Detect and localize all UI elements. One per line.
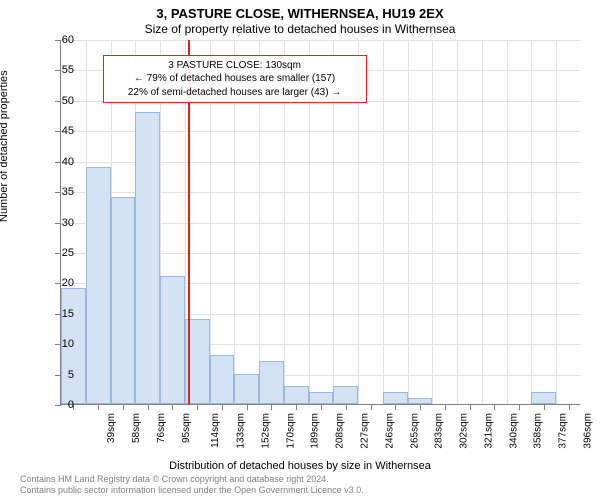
x-axis-label: Distribution of detached houses by size … <box>0 460 600 472</box>
histogram-bar <box>135 112 160 404</box>
x-tick-label: 76sqm <box>156 413 167 443</box>
x-tick <box>197 404 198 410</box>
chart-title-sub: Size of property relative to detached ho… <box>0 22 600 36</box>
y-tick-label: 35 <box>44 186 74 198</box>
y-tick-label: 25 <box>44 247 74 259</box>
x-tick-label: 302sqm <box>459 413 470 449</box>
x-tick-label: 246sqm <box>384 413 395 449</box>
x-tick-label: 114sqm <box>210 413 221 448</box>
x-tick-label: 189sqm <box>310 413 321 449</box>
x-tick-label: 358sqm <box>533 413 544 449</box>
info-box-line: 3 PASTURE CLOSE: 130sqm <box>110 59 360 73</box>
info-box-line: ← 79% of detached houses are smaller (15… <box>110 72 360 86</box>
y-tick-label: 60 <box>44 34 74 46</box>
gridline-v <box>408 40 409 404</box>
histogram-bar <box>309 392 334 404</box>
x-tick-label: 340sqm <box>508 413 519 449</box>
x-tick <box>420 404 421 410</box>
chart-title-main: 3, PASTURE CLOSE, WITHERNSEA, HU19 2EX <box>0 6 600 21</box>
info-box: 3 PASTURE CLOSE: 130sqm← 79% of detached… <box>103 55 367 104</box>
x-tick <box>470 404 471 410</box>
x-tick-label: 39sqm <box>106 413 117 443</box>
x-tick-label: 170sqm <box>285 413 296 449</box>
y-tick-label: 30 <box>44 217 74 229</box>
info-box-line: 22% of semi-detached houses are larger (… <box>110 86 360 100</box>
gridline-v <box>556 40 557 404</box>
x-tick <box>172 404 173 410</box>
histogram-bar <box>333 386 358 404</box>
x-tick <box>247 404 248 410</box>
y-tick-label: 15 <box>44 308 74 320</box>
histogram-bar <box>408 398 433 404</box>
gridline-h <box>61 40 580 41</box>
histogram-bar <box>284 386 309 404</box>
gridline-v <box>507 40 508 404</box>
x-tick <box>271 404 272 410</box>
histogram-bar <box>210 355 235 404</box>
histogram-bar <box>234 374 259 404</box>
gridline-v <box>457 40 458 404</box>
x-tick-label: 133sqm <box>236 413 247 449</box>
footer-line-1: Contains HM Land Registry data © Crown c… <box>20 474 364 485</box>
x-tick <box>569 404 570 410</box>
x-tick <box>445 404 446 410</box>
gridline-v <box>531 40 532 404</box>
x-tick-label: 321sqm <box>483 413 494 449</box>
x-tick-label: 396sqm <box>582 413 593 449</box>
x-tick <box>494 404 495 410</box>
y-tick-label: 45 <box>44 125 74 137</box>
x-tick <box>123 404 124 410</box>
x-tick <box>222 404 223 410</box>
x-tick <box>395 404 396 410</box>
gridline-v <box>482 40 483 404</box>
histogram-bar <box>383 392 408 404</box>
histogram-bar <box>160 276 185 404</box>
x-tick-label: 95sqm <box>181 413 192 443</box>
gridline-v <box>432 40 433 404</box>
x-tick-label: 152sqm <box>261 413 272 449</box>
x-tick-label: 227sqm <box>360 413 371 449</box>
y-tick-label: 55 <box>44 64 74 76</box>
chart-container: 3, PASTURE CLOSE, WITHERNSEA, HU19 2EX S… <box>0 0 600 500</box>
y-axis-label: Number of detached properties <box>0 70 10 222</box>
x-tick-label: 377sqm <box>558 413 569 449</box>
histogram-bar <box>86 167 111 404</box>
histogram-bar <box>531 392 556 404</box>
x-tick <box>371 404 372 410</box>
footer-line-2: Contains public sector information licen… <box>20 485 364 496</box>
y-tick-label: 0 <box>44 399 74 411</box>
x-tick <box>148 404 149 410</box>
footer-credits: Contains HM Land Registry data © Crown c… <box>20 474 364 496</box>
gridline-v <box>383 40 384 404</box>
x-tick-label: 265sqm <box>409 413 420 449</box>
y-tick-label: 20 <box>44 277 74 289</box>
x-tick <box>98 404 99 410</box>
y-tick-label: 40 <box>44 156 74 168</box>
x-tick-label: 283sqm <box>434 413 445 449</box>
x-tick <box>346 404 347 410</box>
y-tick-label: 50 <box>44 95 74 107</box>
y-tick-label: 10 <box>44 338 74 350</box>
x-tick-label: 58sqm <box>131 413 142 443</box>
x-tick <box>296 404 297 410</box>
x-tick <box>519 404 520 410</box>
x-tick <box>544 404 545 410</box>
histogram-bar <box>259 361 284 404</box>
x-tick-label: 208sqm <box>335 413 346 449</box>
x-tick <box>321 404 322 410</box>
y-tick-label: 5 <box>44 369 74 381</box>
plot-area: 3 PASTURE CLOSE: 130sqm← 79% of detached… <box>60 40 580 405</box>
histogram-bar <box>111 197 136 404</box>
